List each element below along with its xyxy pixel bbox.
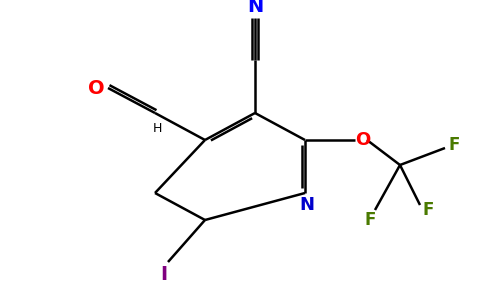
Text: N: N	[247, 0, 263, 16]
Text: O: O	[355, 131, 371, 149]
Text: F: F	[364, 211, 376, 229]
Text: N: N	[300, 196, 315, 214]
Text: O: O	[88, 79, 105, 98]
Text: I: I	[160, 265, 167, 284]
Text: H: H	[152, 122, 162, 136]
Text: F: F	[448, 136, 460, 154]
Text: F: F	[423, 201, 434, 219]
